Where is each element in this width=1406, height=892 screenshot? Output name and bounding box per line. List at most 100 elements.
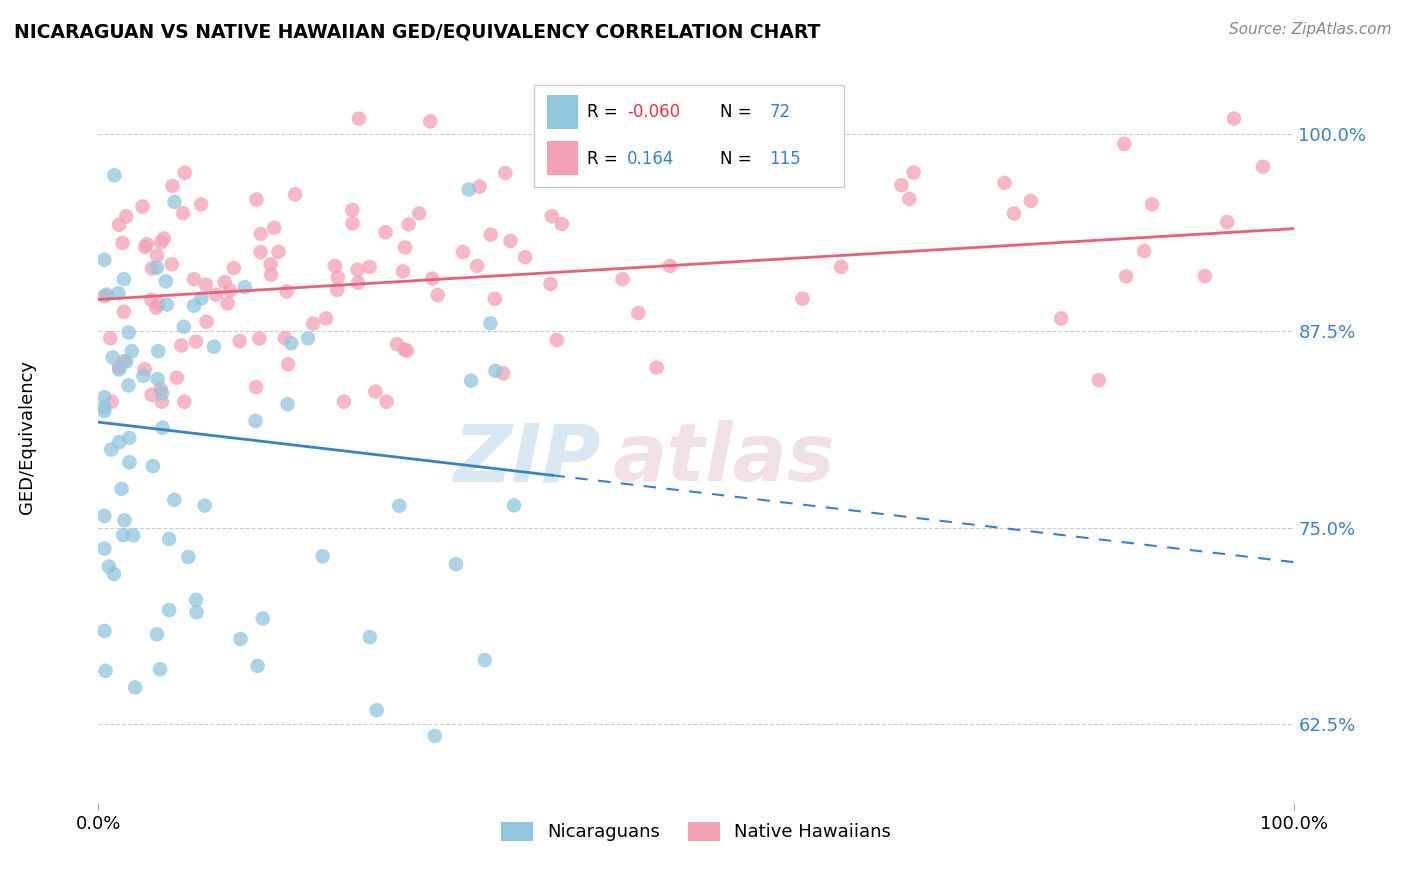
Point: [1115, 269, 1137, 284]
Point: [1140, 197, 1163, 211]
Point: [124, 681, 146, 695]
Point: [444, 557, 467, 571]
Point: [408, 206, 430, 220]
Point: [898, 192, 921, 206]
Point: [395, 343, 418, 358]
Point: [195, 315, 218, 329]
Point: [141, 261, 163, 276]
Point: [276, 285, 298, 299]
Point: [132, 368, 155, 383]
Point: [479, 227, 502, 242]
Point: [157, 603, 180, 617]
Point: [93, 508, 115, 523]
Point: [540, 209, 562, 223]
Point: [93, 289, 115, 303]
Point: [392, 264, 415, 278]
Point: [700, 154, 723, 169]
Point: [276, 397, 298, 411]
Point: [97, 559, 120, 574]
Point: [183, 272, 205, 286]
Point: [451, 245, 474, 260]
Text: N =: N =: [720, 150, 756, 168]
Point: [108, 362, 131, 376]
Point: [311, 549, 333, 564]
Point: [115, 209, 138, 223]
Point: [465, 259, 488, 273]
Point: [302, 317, 325, 331]
Point: [117, 378, 139, 392]
Point: [194, 499, 217, 513]
Point: [252, 611, 274, 625]
Point: [118, 455, 141, 469]
Point: [645, 360, 668, 375]
Point: [152, 420, 174, 434]
Point: [903, 165, 925, 179]
Point: [260, 257, 283, 271]
Text: NICARAGUAN VS NATIVE HAWAIIAN GED/EQUIVALENCY CORRELATION CHART: NICARAGUAN VS NATIVE HAWAIIAN GED/EQUIVA…: [14, 22, 821, 41]
Point: [107, 286, 129, 301]
Bar: [547, 141, 578, 175]
Point: [149, 662, 172, 676]
Point: [100, 442, 122, 457]
Point: [134, 240, 156, 254]
Y-axis label: GED/Equivalency: GED/Equivalency: [18, 360, 37, 514]
Point: [426, 288, 449, 302]
Point: [284, 187, 307, 202]
Point: [118, 431, 141, 445]
Point: [419, 114, 441, 128]
Point: [148, 344, 170, 359]
Point: [423, 729, 446, 743]
Point: [546, 333, 568, 347]
Point: [100, 394, 122, 409]
Point: [93, 390, 115, 404]
Point: [150, 386, 173, 401]
Point: [115, 354, 138, 368]
Point: [1216, 215, 1239, 229]
Point: [460, 374, 482, 388]
Point: [346, 262, 368, 277]
Point: [103, 566, 125, 581]
Point: [98, 331, 121, 345]
Point: [142, 459, 165, 474]
Point: [315, 311, 337, 326]
Point: [112, 304, 135, 318]
Point: [513, 250, 536, 264]
Point: [479, 316, 502, 330]
Point: [163, 194, 186, 209]
Point: [627, 306, 650, 320]
Point: [219, 284, 242, 298]
Point: [148, 297, 170, 311]
Text: 115: 115: [769, 150, 801, 168]
Point: [93, 624, 115, 638]
Point: [277, 357, 299, 371]
Point: [214, 275, 236, 289]
Text: R =: R =: [586, 150, 623, 168]
Point: [118, 326, 141, 340]
Point: [297, 331, 319, 345]
Point: [108, 218, 131, 232]
Point: [141, 388, 163, 402]
Point: [217, 296, 239, 310]
Point: [183, 299, 205, 313]
Point: [141, 293, 163, 307]
Point: [484, 292, 506, 306]
Point: [146, 249, 169, 263]
Point: [173, 319, 195, 334]
Point: [110, 482, 132, 496]
Point: [364, 384, 387, 399]
Point: [359, 630, 381, 644]
Point: [173, 166, 195, 180]
Point: [194, 277, 217, 292]
Point: [245, 414, 267, 428]
Point: [385, 337, 408, 351]
Point: [190, 292, 212, 306]
Point: [229, 632, 252, 646]
Point: [156, 297, 179, 311]
Point: [96, 287, 118, 301]
Point: [94, 664, 117, 678]
Point: [233, 280, 256, 294]
Point: [153, 231, 176, 245]
Point: [173, 394, 195, 409]
Point: [93, 252, 115, 267]
Point: [112, 354, 135, 368]
